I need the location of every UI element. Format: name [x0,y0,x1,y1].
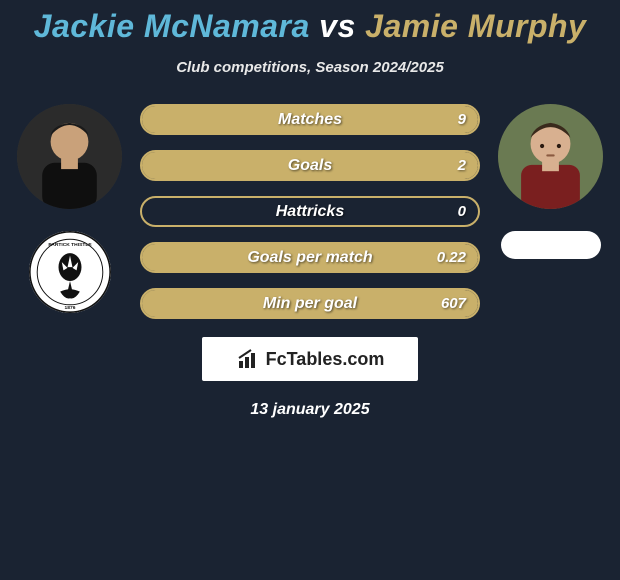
stat-bar-label: Hattricks [142,203,478,221]
stat-bar: Goals2 [140,150,480,181]
comparison-body: PARTICK THISTLE 1876 Matches9 Goals2 Hattr… [0,104,620,319]
stat-bar-label: Goals per match [142,249,478,267]
title-vs: vs [319,8,356,44]
stat-bar-value-right: 607 [441,295,466,312]
stat-bar-value-right: 9 [458,111,466,128]
player2-club-badge [501,231,601,259]
footer-logo: FcTables.com [202,337,418,381]
stat-bar: Hattricks0 [140,196,480,227]
stat-bar-value-right: 2 [458,157,466,174]
chart-icon [236,347,260,371]
stat-bar-value-right: 0.22 [437,249,466,266]
page-title: Jackie McNamara vs Jamie Murphy [0,8,620,45]
player2-avatar [498,104,603,209]
footer-logo-text: FcTables.com [266,349,385,370]
stat-bar: Min per goal607 [140,288,480,319]
player1-avatar [17,104,122,209]
stat-bar-label: Goals [142,157,478,175]
comparison-card: Jackie McNamara vs Jamie Murphy Club com… [0,0,620,419]
svg-text:1876: 1876 [64,305,75,311]
stat-bar-value-right: 0 [458,203,466,220]
title-player2: Jamie Murphy [365,8,586,44]
stat-bar-label: Matches [142,111,478,129]
player2-column [498,104,603,259]
title-player1: Jackie McNamara [34,8,310,44]
stat-bars: Matches9Goals2Hattricks0Goals per match0… [140,104,480,319]
player1-column: PARTICK THISTLE 1876 [17,104,122,313]
svg-text:PARTICK THISTLE: PARTICK THISTLE [48,242,92,248]
footer-date: 13 january 2025 [0,401,620,419]
subtitle: Club competitions, Season 2024/2025 [0,59,620,76]
player1-club-badge: PARTICK THISTLE 1876 [29,231,111,313]
stat-bar: Matches9 [140,104,480,135]
stat-bar: Goals per match0.22 [140,242,480,273]
stat-bar-label: Min per goal [142,295,478,313]
